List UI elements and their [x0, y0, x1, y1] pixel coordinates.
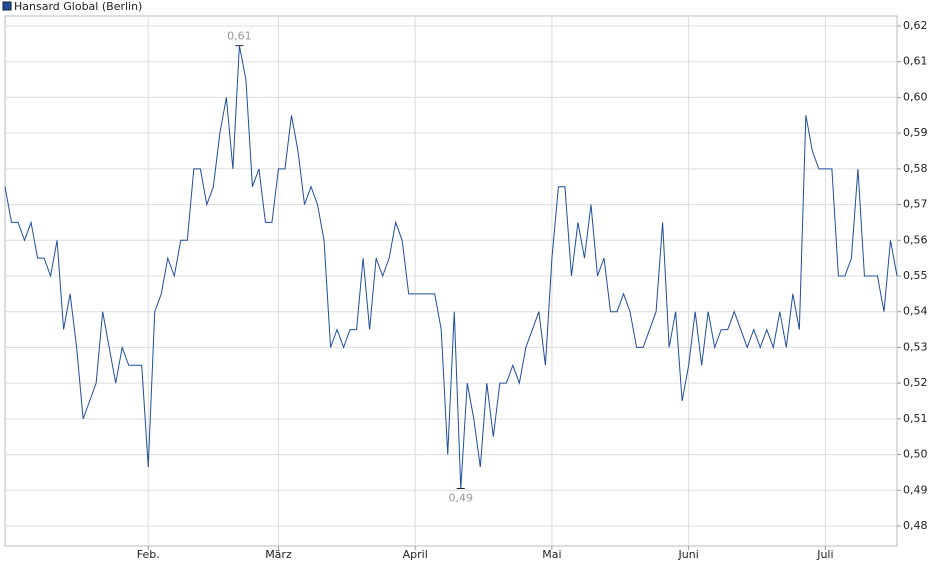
price-line [4, 45, 898, 489]
x-tick-label: Feb. [137, 548, 160, 561]
y-tick-label: 0,55 [903, 269, 928, 282]
legend-swatch [2, 1, 12, 11]
y-tick-label: 0,49 [903, 483, 928, 496]
x-tick-label: Juli [816, 548, 833, 561]
y-tick-label: 0,52 [903, 376, 928, 389]
x-tick-label: Juni [678, 548, 699, 561]
y-tick-label: 0,51 [903, 412, 928, 425]
y-tick-label: 0,48 [903, 519, 928, 532]
legend-label: Hansard Global (Berlin) [14, 0, 142, 13]
y-tick-label: 0,58 [903, 162, 928, 175]
plot-area [4, 15, 898, 547]
value-label: 0,49 [449, 492, 474, 505]
y-tick-label: 0,59 [903, 126, 928, 139]
y-tick-label: 0,54 [903, 305, 928, 318]
y-tick-label: 0,56 [903, 233, 928, 246]
y-tick-label: 0,60 [903, 90, 928, 103]
x-tick-label: Mai [542, 548, 561, 561]
x-tick-label: April [403, 548, 428, 561]
value-label: 0,61 [227, 30, 252, 43]
y-tick-label: 0,61 [903, 55, 928, 68]
y-tick-label: 0,57 [903, 198, 928, 211]
y-tick-label: 0,62 [903, 19, 928, 32]
y-tick-label: 0,50 [903, 448, 928, 461]
x-tick-label: März [265, 548, 292, 561]
y-tick-label: 0,53 [903, 340, 928, 353]
